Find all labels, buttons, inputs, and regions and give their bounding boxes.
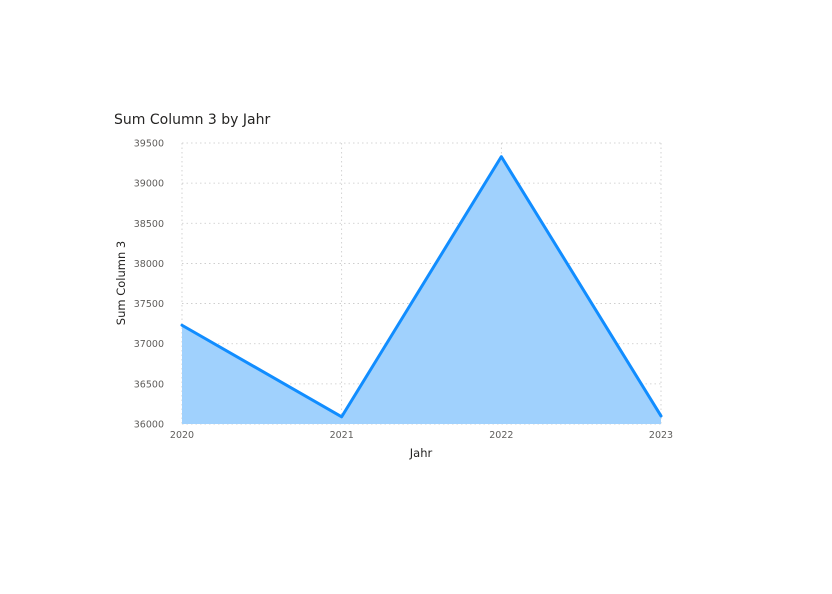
y-axis: 36000 36500 37000 37500 38000 38500 39000 39500 [134,139,164,431]
series-line [180,155,663,419]
x-tick-label: 2023 [649,430,673,441]
data-point[interactable] [338,413,346,421]
y-tick-label: 38000 [134,259,164,270]
y-tick-label: 39500 [134,139,164,150]
x-axis: 2020 2021 2022 2023 [170,430,673,441]
y-tick-label: 37500 [134,299,164,310]
area-series [178,153,665,425]
data-point[interactable] [657,412,665,420]
data-point[interactable] [497,153,505,161]
x-tick-label: 2022 [489,430,513,441]
y-axis-title: Sum Column 3 [114,241,128,325]
data-point[interactable] [178,321,186,329]
y-tick-label: 36000 [134,420,164,431]
x-tick-label: 2020 [170,430,194,441]
y-tick-label: 36500 [134,379,164,390]
area-fill [182,156,661,425]
x-tick-label: 2021 [330,430,354,441]
y-tick-label: 37000 [134,339,164,350]
y-tick-label: 38500 [134,219,164,230]
x-axis-title: Jahr [409,446,433,460]
chart-title: Sum Column 3 by Jahr [114,112,271,128]
y-tick-label: 39000 [134,179,164,190]
